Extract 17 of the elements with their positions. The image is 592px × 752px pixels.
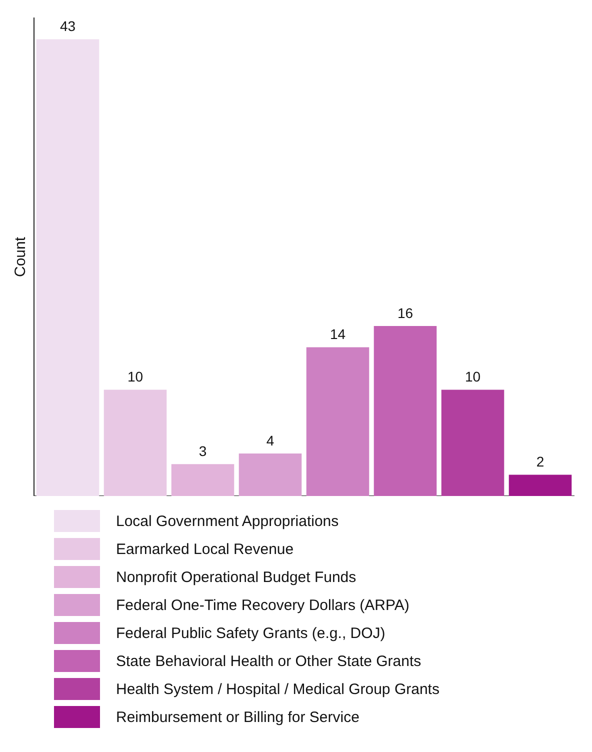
data-label: 3 (198, 442, 207, 459)
legend-label: Nonprofit Operational Budget Funds (116, 568, 356, 586)
legend-label: Earmarked Local Revenue (116, 540, 294, 558)
y-axis-title: Count (12, 236, 30, 278)
legend-label: Local Government Appropriations (116, 512, 339, 530)
legend-label: State Behavioral Health or Other State Grants (116, 652, 422, 670)
data-label: 10 (127, 368, 144, 385)
data-label: 2 (536, 454, 544, 470)
legend-label: Federal One-Time Recovery Dollars (ARPA) (116, 596, 410, 614)
legend-label: Reimbursement or Billing for Service (116, 708, 360, 726)
data-label: 14 (330, 326, 346, 342)
data-label: 10 (464, 368, 481, 385)
legend-label: Federal Public Safety Grants (e.g., DOJ) (116, 624, 386, 642)
data-label: 16 (397, 304, 414, 321)
data-label: 4 (266, 432, 274, 448)
legend-label: Health System / Hospital / Medical Group Grants (116, 680, 440, 698)
data-label: 43 (60, 18, 76, 34)
